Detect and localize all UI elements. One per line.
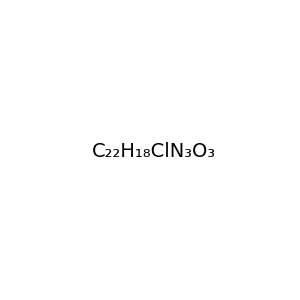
Text: C₂₂H₁₈ClN₃O₃: C₂₂H₁₈ClN₃O₃	[92, 142, 216, 161]
